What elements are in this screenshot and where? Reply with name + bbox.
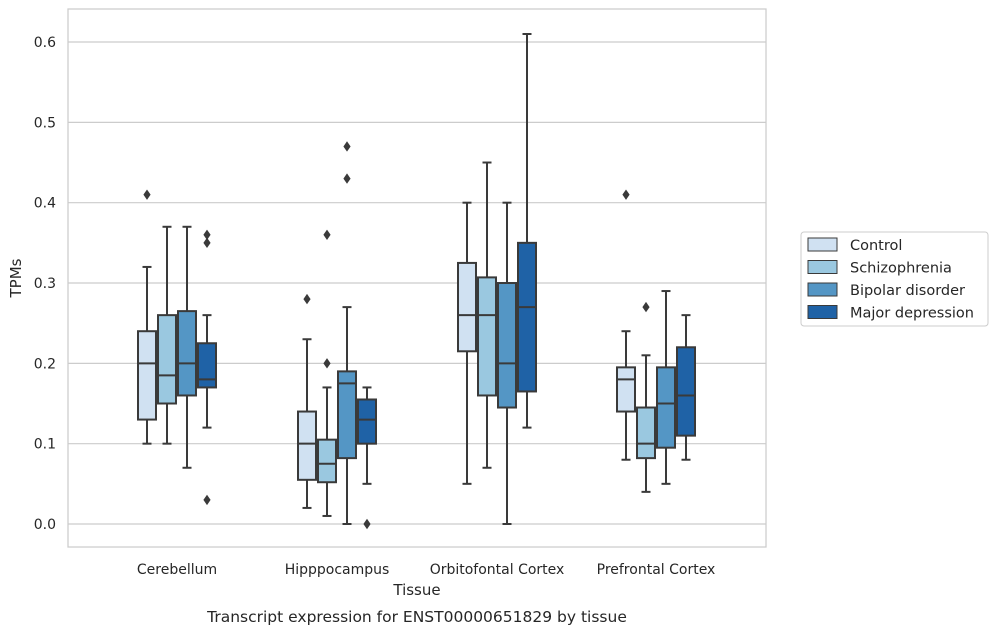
box-plot-control [616,189,636,461]
y-tick-label: 0.2 [34,356,56,372]
box-iqr [636,406,656,460]
grid-layer [68,41,766,525]
box-iqr [357,398,377,445]
y-axis-label: TPMs [7,258,25,298]
outlier-point [303,293,311,305]
outlier-point [203,237,211,249]
box-iqr [177,310,197,397]
outlier-point [642,301,650,313]
legend-swatch [807,260,838,274]
box-plot-bipolar-disorder [497,201,517,525]
y-tick-label: 0.4 [34,196,56,212]
box-plot-bipolar-disorder [656,290,676,485]
legend-frame [800,231,989,327]
x-tick-label: Cerebellum [137,562,217,578]
box-plot-major-depression [197,229,217,506]
box-iqr [197,342,217,389]
box-iqr [616,366,636,413]
box-plot-major-depression [676,314,696,461]
box-plot-schizophrenia [636,301,656,493]
box-iqr [517,241,537,393]
y-tick-labels: 0.0 0.1 0.2 0.3 0.4 0.5 0.6 [34,35,56,533]
x-axis-label: Tissue [392,581,440,599]
outlier-point [143,189,151,200]
box-iqr [317,438,337,484]
box-iqr [676,346,696,437]
outlier-point [203,229,211,241]
box-plot-schizophrenia [157,225,177,445]
outlier-point [343,141,351,152]
outlier-point [323,358,331,369]
box-plot-bipolar-disorder [337,141,357,525]
legend: Control Schizophrenia Bipolar disorder Majo… [800,231,989,327]
legend-swatch [807,282,838,297]
box-plot-major-depression [517,32,537,429]
x-tick-label: Prefrontal Cortex [597,562,716,578]
outlier-point [203,494,211,506]
box-iqr [137,330,157,421]
y-tick-label: 0.1 [34,437,56,453]
legend-label: Bipolar disorder [850,283,965,299]
plot-area-frame [67,8,767,548]
chart-title: Transcript expression for ENST0000065182… [206,608,627,626]
box-plot-bipolar-disorder [177,225,197,469]
legend-label: Control [850,238,902,254]
x-tick-label: Orbitofontal Cortex [430,562,565,578]
outlier-point [363,518,371,530]
box-iqr [337,370,357,460]
box-iqr [157,314,177,405]
y-tick-label: 0.6 [34,35,56,51]
y-tick-label: 0.5 [34,115,56,131]
box-plot-control [137,189,157,445]
y-tick-label: 0.0 [34,517,56,533]
box-layer [137,32,696,530]
legend-items: Control Schizophrenia Bipolar disorder Majo… [807,237,974,322]
box-iqr [477,276,497,397]
y-tick-label: 0.3 [34,276,56,292]
box-plot-control [297,293,317,509]
x-tick-labels: Cerebellum Hipppocampus Orbitofontal Corte… [137,562,715,578]
box-plot-schizophrenia [317,229,337,517]
box-iqr [497,282,517,409]
legend-swatch [807,305,838,319]
outlier-point [323,229,331,241]
box-plot-major-depression [357,386,377,530]
outlier-point [622,189,630,200]
legend-label: Major depression [850,306,974,322]
box-iqr [457,261,477,353]
legend-label: Schizophrenia [850,261,952,277]
box-plot-control [457,201,477,485]
box-plot-schizophrenia [477,161,497,469]
legend-swatch [807,237,838,252]
outlier-point [343,173,351,184]
box-iqr [656,366,676,449]
box-iqr [297,410,317,481]
x-tick-label: Hipppocampus [285,562,390,578]
